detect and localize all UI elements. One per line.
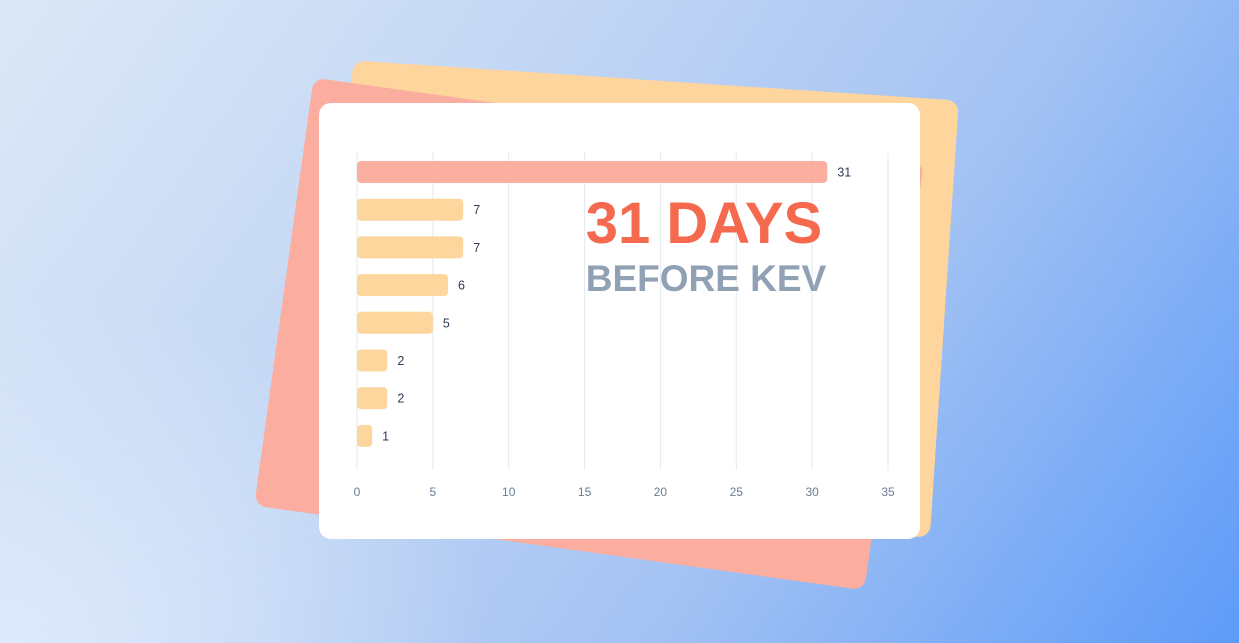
x-tick-label: 0 (354, 485, 361, 499)
x-axis-ticks: 0 5 10 15 20 25 30 35 (354, 485, 895, 499)
bar (357, 198, 464, 221)
bar (357, 161, 828, 183)
x-tick-label: 15 (578, 485, 592, 499)
headline-annotation: 31 DAYS (586, 191, 822, 256)
bar-value-label: 5 (443, 316, 450, 330)
subline-annotation: BEFORE KEV (586, 258, 827, 299)
bar-value-label: 2 (397, 354, 404, 368)
bar-value-label: 7 (473, 203, 480, 217)
bar-value-label: 6 (458, 279, 465, 293)
x-tick-label: 10 (502, 485, 516, 499)
bar (357, 274, 449, 297)
bar-value-label: 2 (397, 392, 404, 406)
bar-value-label: 31 (837, 166, 851, 180)
bar-value-label: 7 (473, 241, 480, 255)
bar (357, 387, 388, 410)
bar (357, 236, 464, 259)
x-tick-label: 25 (730, 485, 744, 499)
bar (357, 349, 388, 372)
x-tick-label: 30 (805, 485, 819, 499)
bar-value-label: 1 (382, 429, 389, 443)
bar (357, 424, 373, 447)
x-tick-label: 35 (881, 485, 895, 499)
x-tick-label: 5 (430, 485, 437, 499)
bars: 31 7 7 6 5 2 2 1 (357, 161, 851, 447)
bar (357, 311, 433, 334)
x-tick-label: 20 (654, 485, 668, 499)
